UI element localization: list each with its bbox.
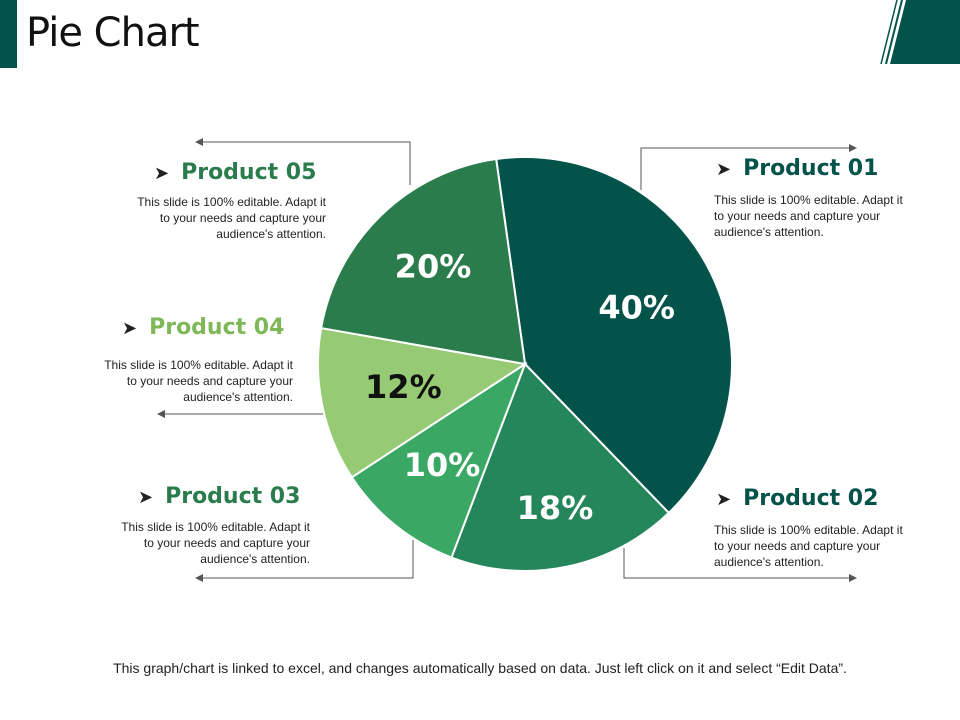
description-line: This slide is 100% editable. Adapt it bbox=[104, 358, 293, 372]
connector-product-02 bbox=[623, 548, 857, 582]
description-line: to your needs and capture your bbox=[143, 536, 310, 550]
product-04-heading: ➤ Product 04 bbox=[122, 315, 284, 340]
product-03-description: This slide is 100% editable. Adapt it to… bbox=[94, 519, 310, 567]
product-05-description: This slide is 100% editable. Adapt it to… bbox=[110, 194, 326, 242]
corner-stripe bbox=[880, 0, 898, 64]
description-line: audience's attention. bbox=[714, 225, 824, 239]
product-03-name: Product 03 bbox=[165, 484, 301, 509]
data-label-product-04: 12% bbox=[365, 368, 442, 406]
chevron-right-icon: ➤ bbox=[122, 318, 138, 339]
product-01-name: Product 01 bbox=[743, 156, 879, 181]
product-02-description: This slide is 100% editable. Adapt it to… bbox=[714, 522, 930, 570]
chevron-right-icon: ➤ bbox=[716, 489, 732, 510]
data-label-product-02: 18% bbox=[517, 489, 594, 527]
description-line: This slide is 100% editable. Adapt it bbox=[714, 193, 903, 207]
product-05-name: Product 05 bbox=[181, 160, 317, 185]
product-01-heading: ➤ Product 01 bbox=[716, 156, 878, 181]
connector-product-01 bbox=[640, 144, 857, 190]
description-line: to your needs and capture your bbox=[714, 209, 881, 223]
product-02-heading: ➤ Product 02 bbox=[716, 486, 878, 511]
title-accent-bar bbox=[0, 0, 17, 68]
corner-stripe bbox=[885, 0, 903, 64]
description-line: This slide is 100% editable. Adapt it bbox=[714, 523, 903, 537]
product-04-description: This slide is 100% editable. Adapt it to… bbox=[77, 357, 293, 405]
description-line: to your needs and capture your bbox=[159, 211, 326, 225]
description-line: audience's attention. bbox=[216, 227, 326, 241]
connector-product-05 bbox=[195, 138, 411, 185]
pie-slice-product-05[interactable] bbox=[319, 157, 527, 366]
description-line: audience's attention. bbox=[200, 552, 310, 566]
description-line: This slide is 100% editable. Adapt it bbox=[137, 195, 326, 209]
connector-lines bbox=[157, 138, 857, 582]
chevron-right-icon: ➤ bbox=[716, 159, 732, 180]
product-05-heading: ➤ Product 05 bbox=[154, 160, 316, 185]
pie-slice-product-03[interactable] bbox=[350, 361, 528, 559]
description-line: This slide is 100% editable. Adapt it bbox=[121, 520, 310, 534]
footer-note: This graph/chart is linked to excel, and… bbox=[113, 660, 847, 676]
corner-decoration bbox=[880, 0, 960, 64]
product-02-name: Product 02 bbox=[743, 486, 879, 511]
corner-accent-shape bbox=[890, 0, 960, 64]
data-label-product-03: 10% bbox=[404, 446, 481, 484]
description-line: audience's attention. bbox=[714, 555, 824, 569]
description-line: to your needs and capture your bbox=[714, 539, 881, 553]
product-04-name: Product 04 bbox=[149, 315, 285, 340]
data-label-product-01: 40% bbox=[598, 289, 675, 327]
page-title: Pie Chart bbox=[26, 10, 200, 56]
product-03-heading: ➤ Product 03 bbox=[138, 484, 300, 509]
description-line: audience's attention. bbox=[183, 390, 293, 404]
pie-slice-product-01[interactable] bbox=[495, 156, 733, 515]
chevron-right-icon: ➤ bbox=[138, 487, 154, 508]
chevron-right-icon: ➤ bbox=[154, 163, 170, 184]
product-01-description: This slide is 100% editable. Adapt it to… bbox=[714, 192, 930, 240]
data-label-product-05: 20% bbox=[395, 248, 472, 286]
description-line: to your needs and capture your bbox=[126, 374, 293, 388]
connector-product-03 bbox=[195, 540, 414, 582]
pie-slice-product-04[interactable] bbox=[317, 326, 528, 479]
